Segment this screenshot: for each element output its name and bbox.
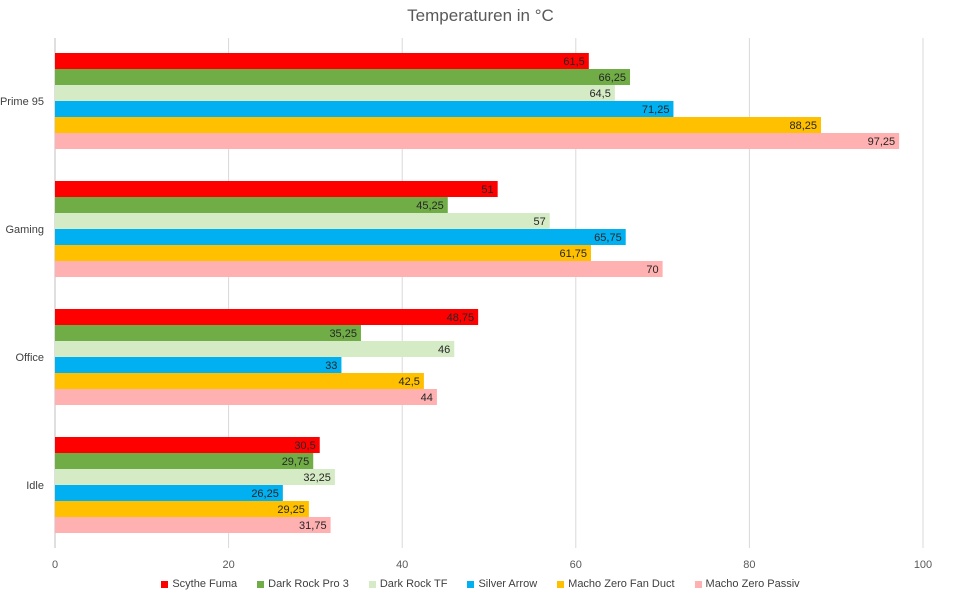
- data-label: 29,25: [277, 504, 305, 516]
- legend-item: Dark Rock TF: [368, 578, 448, 590]
- data-label: 57: [534, 216, 546, 228]
- bar: [55, 117, 822, 133]
- data-label: 61,75: [559, 248, 587, 260]
- bar: [55, 197, 448, 213]
- data-label: 70: [646, 264, 658, 276]
- data-label: 61,5: [563, 56, 584, 68]
- legend-item: Silver Arrow: [467, 578, 537, 590]
- bar: [55, 325, 361, 341]
- data-label: 32,25: [303, 472, 331, 484]
- legend-item: Macho Zero Fan Duct: [557, 578, 675, 590]
- legend-swatch: [694, 580, 702, 588]
- bar: [55, 389, 437, 405]
- data-label: 33: [325, 360, 337, 372]
- category-label: Office: [15, 352, 44, 364]
- bar: [55, 213, 550, 229]
- bar: [55, 69, 631, 85]
- legend-item: Dark Rock Pro 3: [257, 578, 349, 590]
- x-tick-label: 60: [570, 559, 582, 571]
- data-label: 30,5: [294, 440, 315, 452]
- bar: [55, 53, 589, 69]
- data-label: 44: [421, 392, 433, 404]
- data-label: 64,5: [589, 88, 610, 100]
- data-label: 51: [481, 184, 493, 196]
- x-tick-label: 80: [743, 559, 755, 571]
- bar: [55, 133, 900, 149]
- legend-swatch: [467, 580, 475, 588]
- data-label: 45,25: [416, 200, 444, 212]
- legend-item: Scythe Fuma: [161, 578, 237, 590]
- x-tick-label: 0: [52, 559, 58, 571]
- legend-swatch: [161, 580, 169, 588]
- legend-label: Dark Rock Pro 3: [268, 578, 349, 590]
- data-label: 35,25: [329, 328, 357, 340]
- data-label: 29,75: [282, 456, 310, 468]
- category-label: Prime 95: [0, 96, 44, 108]
- x-tick-label: 40: [396, 559, 408, 571]
- data-label: 31,75: [299, 520, 327, 532]
- data-label: 88,25: [789, 120, 817, 132]
- bar: [55, 517, 331, 533]
- bar: [55, 469, 335, 485]
- bar: [55, 101, 674, 117]
- legend-label: Macho Zero Fan Duct: [568, 578, 675, 590]
- category-label: Gaming: [5, 224, 44, 236]
- legend-label: Macho Zero Passiv: [705, 578, 800, 590]
- bar: [55, 501, 309, 517]
- bar: [55, 485, 283, 501]
- bar: [55, 229, 626, 245]
- legend-item: Macho Zero Passiv: [694, 578, 800, 590]
- legend-swatch: [257, 580, 265, 588]
- bar: [55, 309, 479, 325]
- x-tick-label: 100: [914, 559, 932, 571]
- legend-swatch: [557, 580, 565, 588]
- legend-swatch: [368, 580, 376, 588]
- bar: [55, 373, 424, 389]
- bar: [55, 341, 455, 357]
- x-tick-label: 20: [222, 559, 234, 571]
- chart-title: Temperaturen in °C: [407, 6, 554, 25]
- category-label: Idle: [26, 480, 44, 492]
- bar: [55, 181, 498, 197]
- bar: [55, 85, 615, 101]
- legend-label: Scythe Fuma: [172, 578, 238, 590]
- bar: [55, 357, 342, 373]
- data-label: 71,25: [642, 104, 670, 116]
- data-label: 42,5: [398, 376, 419, 388]
- legend-label: Silver Arrow: [478, 578, 538, 590]
- data-label: 46: [438, 344, 450, 356]
- bar: [55, 261, 663, 277]
- data-label: 26,25: [251, 488, 279, 500]
- legend-label: Dark Rock TF: [379, 578, 448, 590]
- data-label: 48,75: [447, 312, 475, 324]
- bar: [55, 437, 320, 453]
- legend: Scythe Fuma Dark Rock Pro 3 Dark Rock TF Si…: [0, 575, 961, 593]
- bar: [55, 453, 314, 469]
- data-label: 66,25: [599, 72, 627, 84]
- data-label: 97,25: [868, 136, 896, 148]
- data-label: 65,75: [594, 232, 622, 244]
- bar: [55, 245, 591, 261]
